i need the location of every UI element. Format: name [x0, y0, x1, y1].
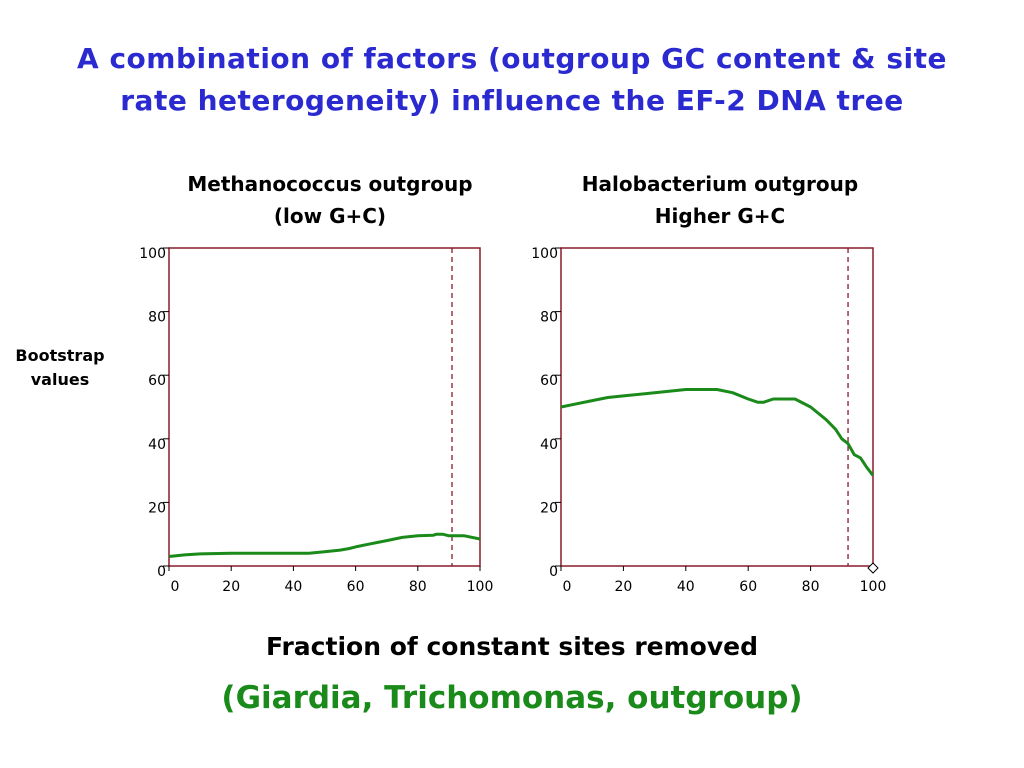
left-y-tick-label-100: 100	[139, 246, 166, 262]
right-x-tick-label-0: 0	[563, 579, 572, 595]
right-plot-frame	[560, 247, 874, 567]
right-y-tick-label-40: 40	[540, 437, 558, 453]
right-x-tick-label-40: 40	[677, 579, 695, 595]
right-y-tick-label-100: 100	[531, 246, 558, 262]
right-panel-title: Halobacterium outgroup Higher G+C	[540, 168, 900, 232]
left-y-tick-label-20: 20	[148, 500, 166, 516]
left-x-tick-label-0: 0	[171, 579, 180, 595]
y-axis-label-line1: Bootstrap	[15, 346, 105, 365]
subtitle: (Giardia, Trichomonas, outgroup)	[221, 680, 803, 716]
y-axis-label: Bootstrap values	[10, 344, 110, 392]
left-plot-frame	[168, 247, 481, 567]
right-panel-title-line2: Higher G+C	[654, 204, 786, 228]
left-y-tick-label-40: 40	[148, 437, 166, 453]
right-y-tick-label-0: 0	[549, 564, 558, 580]
x-axis-label: Fraction of constant sites removed	[266, 632, 758, 661]
left-y-tick-label-60: 60	[148, 373, 166, 389]
left-x-tick-label-80: 80	[409, 579, 427, 595]
right-y-tick-label-20: 20	[540, 500, 558, 516]
right-y-tick-label-60: 60	[540, 373, 558, 389]
right-x-tick-label-100: 100	[860, 579, 887, 595]
right-x-tick-label-60: 60	[739, 579, 757, 595]
right-panel-title-line1: Halobacterium outgroup	[581, 172, 859, 196]
right-x-tick-label-20: 20	[614, 579, 632, 595]
right-x-tick-label-80: 80	[802, 579, 820, 595]
left-x-tick-label-60: 60	[347, 579, 365, 595]
left-panel-title: Methanococcus outgroup (low G+C)	[150, 168, 510, 232]
left-y-tick-label-0: 0	[157, 564, 166, 580]
right-y-tick-label-80: 80	[540, 310, 558, 326]
slide-title: A combination of factors (outgroup GC co…	[77, 42, 947, 117]
left-x-tick-label-100: 100	[467, 579, 494, 595]
left-y-tick-label-80: 80	[148, 310, 166, 326]
right-series-line-0	[560, 388, 875, 477]
right-corner-marker	[867, 562, 879, 574]
left-series-line-0	[168, 532, 481, 558]
left-x-tick-label-20: 20	[222, 579, 240, 595]
left-panel-title-line2: (low G+C)	[273, 204, 387, 228]
left-x-tick-label-40: 40	[284, 579, 302, 595]
left-panel-title-line1: Methanococcus outgroup	[187, 172, 473, 196]
y-axis-label-line2: values	[30, 370, 90, 389]
